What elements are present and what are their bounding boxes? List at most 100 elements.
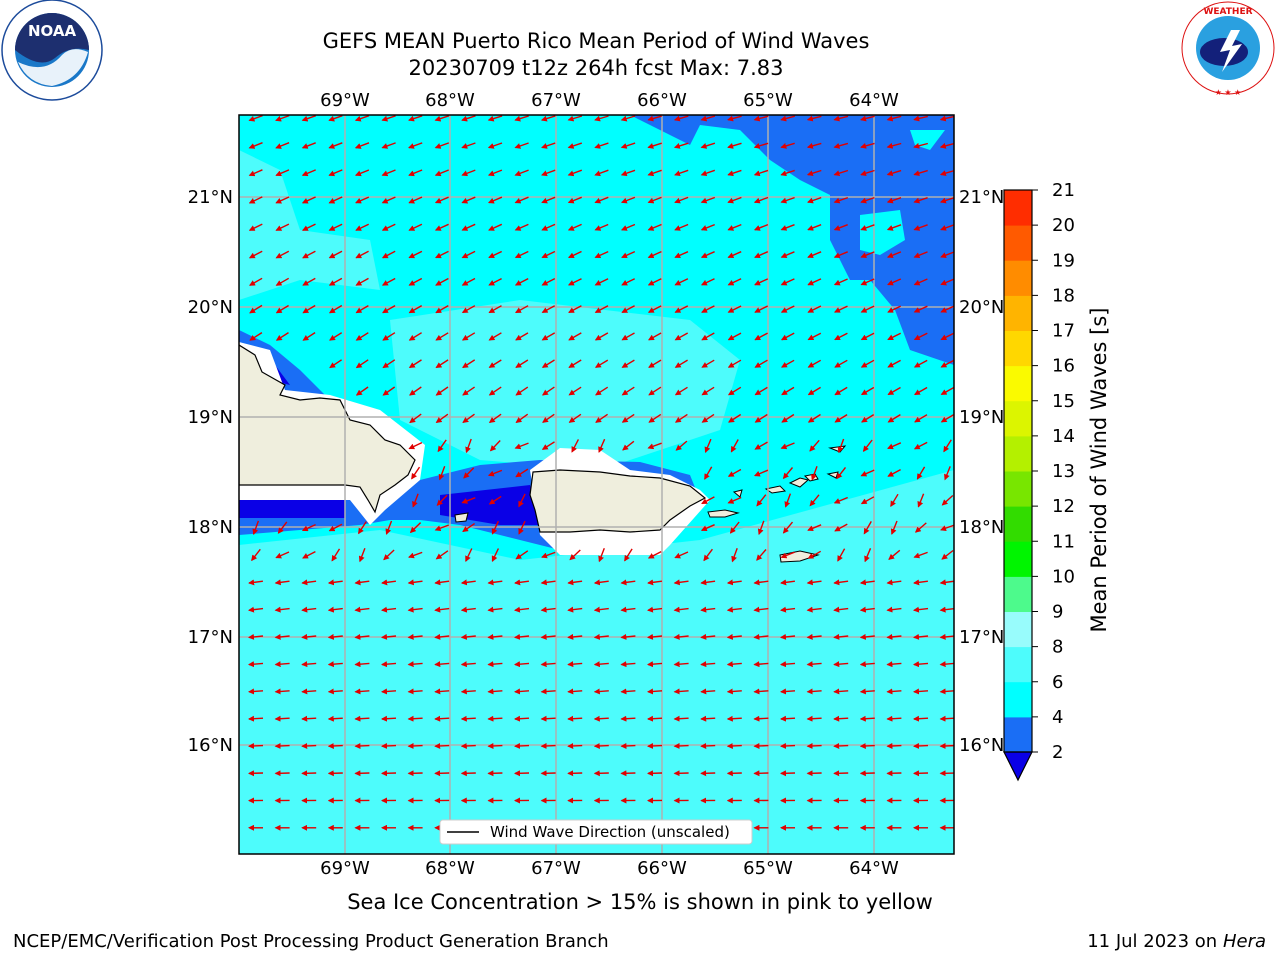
wind-arrow bbox=[700, 251, 715, 259]
wind-arrow bbox=[408, 359, 422, 369]
wind-arrow bbox=[460, 633, 476, 640]
wind-arrow bbox=[275, 115, 290, 122]
wind-arrow bbox=[328, 223, 343, 231]
wind-arrow bbox=[248, 250, 263, 259]
wind-arrow bbox=[939, 579, 954, 586]
wind-arrow bbox=[567, 223, 582, 231]
wind-arrow bbox=[487, 633, 503, 640]
lon-label-top: 65°W bbox=[743, 90, 793, 111]
nws-logo: WEATHER ★ ★ ★ bbox=[1181, 1, 1275, 97]
wind-arrow bbox=[781, 359, 795, 368]
wind-arrow bbox=[913, 278, 928, 286]
colorbar-tick-label: 16 bbox=[1052, 356, 1075, 377]
wind-arrow bbox=[461, 142, 476, 149]
colorbar-segment bbox=[1004, 295, 1032, 331]
footer-date-text: 11 Jul 2023 on bbox=[1087, 931, 1223, 952]
wind-arrow bbox=[409, 522, 422, 534]
wind-arrow bbox=[331, 548, 341, 562]
wind-arrow bbox=[833, 305, 848, 313]
wind-arrow bbox=[411, 466, 421, 480]
wind-arrow bbox=[913, 142, 928, 149]
wind-arrow bbox=[780, 661, 796, 668]
wind-arrow bbox=[620, 223, 636, 231]
wind-arrow bbox=[647, 250, 662, 259]
wind-arrow bbox=[382, 359, 396, 369]
wind-arrow bbox=[408, 332, 422, 341]
wind-arrow bbox=[568, 386, 582, 396]
wind-arrow bbox=[541, 223, 556, 231]
wind-arrow bbox=[435, 277, 449, 286]
wind-arrow bbox=[274, 633, 290, 640]
wind-arrow bbox=[409, 413, 422, 424]
wind-arrow bbox=[700, 278, 715, 286]
wind-arrow bbox=[860, 332, 875, 341]
colorbar-tick-label: 6 bbox=[1052, 672, 1063, 693]
wind-arrow bbox=[860, 278, 875, 286]
wind-arrow bbox=[514, 661, 530, 668]
wind-arrow bbox=[275, 304, 289, 314]
wind-arrow bbox=[594, 142, 609, 149]
wind-arrow bbox=[275, 551, 290, 559]
wind-arrow bbox=[462, 413, 475, 423]
wind-arrow bbox=[807, 413, 821, 423]
wind-arrow bbox=[381, 250, 396, 259]
wind-arrow bbox=[438, 466, 446, 481]
wind-arrow bbox=[515, 305, 529, 314]
wind-arrow bbox=[807, 224, 822, 231]
wind-arrow bbox=[514, 142, 529, 149]
wind-arrow bbox=[647, 442, 662, 450]
wind-arrow bbox=[914, 414, 928, 423]
wind-arrow bbox=[594, 332, 609, 341]
wind-arrow bbox=[598, 548, 605, 563]
wind-arrow bbox=[647, 742, 663, 749]
wind-arrow bbox=[753, 606, 769, 613]
wind-arrow bbox=[756, 549, 767, 561]
wind-arrow bbox=[541, 169, 556, 177]
wind-arrow bbox=[939, 688, 954, 695]
wind-arrow bbox=[594, 359, 609, 368]
wind-arrow bbox=[514, 115, 529, 122]
wind-arrow bbox=[248, 688, 264, 695]
wind-arrow bbox=[753, 661, 769, 668]
wind-arrow bbox=[381, 142, 396, 149]
wind-arrow bbox=[462, 359, 476, 369]
wind-arrow bbox=[593, 606, 609, 613]
wind-arrow bbox=[834, 332, 848, 341]
wind-arrow bbox=[408, 115, 423, 122]
wind-arrow bbox=[301, 523, 316, 532]
wind-arrow bbox=[620, 196, 636, 204]
wind-arrow bbox=[754, 332, 768, 341]
wind-arrow bbox=[833, 224, 848, 231]
wind-arrow bbox=[940, 305, 954, 313]
lon-label-bottom: 65°W bbox=[743, 858, 793, 879]
wind-arrow bbox=[621, 305, 635, 314]
wind-arrow bbox=[249, 277, 263, 286]
wind-arrow bbox=[700, 579, 716, 586]
wind-arrow bbox=[354, 115, 370, 122]
wind-arrow bbox=[381, 633, 397, 640]
wind-arrow bbox=[540, 115, 556, 122]
wind-arrow bbox=[726, 742, 742, 749]
wind-arrow bbox=[647, 196, 662, 204]
wind-arrow bbox=[620, 579, 636, 586]
wind-arrow bbox=[541, 359, 555, 368]
wind-arrow bbox=[541, 386, 555, 396]
wind-arrow bbox=[648, 359, 662, 368]
wind-arrow bbox=[674, 305, 689, 313]
wind-arrow bbox=[674, 332, 689, 341]
wind-arrow bbox=[833, 633, 849, 640]
wind-arrow bbox=[674, 196, 689, 204]
wind-arrow bbox=[355, 277, 369, 286]
wind-arrow bbox=[277, 521, 288, 534]
map-field bbox=[239, 115, 954, 854]
colorbar-tick-label: 4 bbox=[1052, 707, 1063, 728]
wind-arrow bbox=[806, 606, 822, 613]
wind-arrow bbox=[435, 386, 449, 396]
colorbar-tick-label: 21 bbox=[1052, 180, 1075, 201]
wind-arrow bbox=[248, 633, 264, 640]
wind-arrow bbox=[780, 196, 795, 204]
wind-arrow bbox=[434, 661, 450, 668]
wind-arrow bbox=[435, 304, 449, 314]
wind-arrow bbox=[647, 688, 663, 695]
wind-arrow bbox=[648, 413, 662, 423]
